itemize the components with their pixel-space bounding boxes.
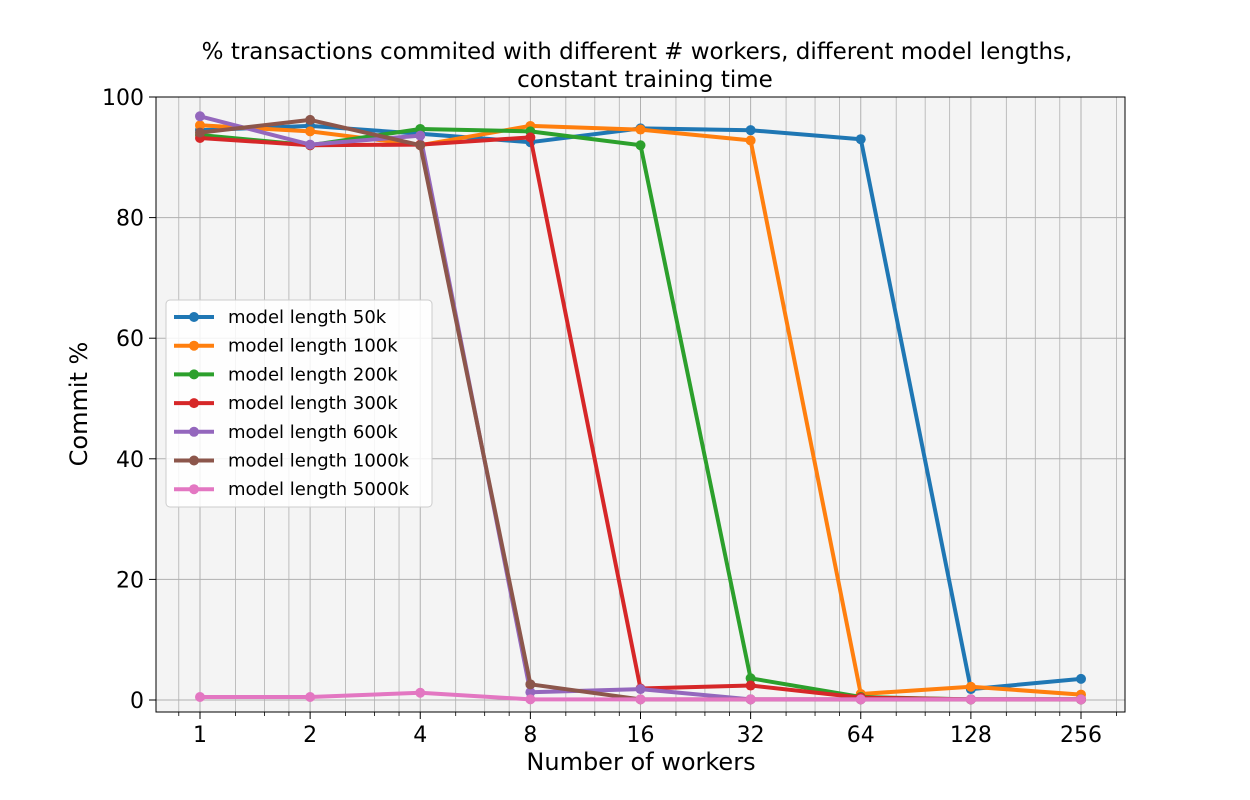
data-point <box>305 126 316 137</box>
legend-label: model length 600k <box>228 422 398 443</box>
y-tick-label: 60 <box>116 327 144 352</box>
data-point <box>415 130 426 141</box>
x-tick-label: 16 <box>627 723 655 748</box>
x-tick-label: 128 <box>950 723 992 748</box>
data-point <box>745 694 756 705</box>
data-point <box>855 134 866 145</box>
legend-label: model length 5000k <box>228 479 410 500</box>
x-tick-label: 1 <box>193 723 207 748</box>
data-point <box>745 135 756 146</box>
data-point <box>635 694 646 705</box>
y-tick-label: 40 <box>116 448 144 473</box>
legend-item: model length 600k <box>174 422 398 443</box>
series-layer <box>195 111 1086 705</box>
data-point <box>525 132 536 143</box>
y-tick-label: 80 <box>116 207 144 232</box>
x-axis: 1 2 4 8 16 32 64 128 256 <box>178 712 1117 748</box>
y-tick-label: 20 <box>116 568 144 593</box>
data-point <box>195 691 205 702</box>
data-point <box>745 673 756 684</box>
data-point <box>635 124 646 135</box>
data-point <box>965 694 976 705</box>
y-tick-label: 0 <box>130 689 144 714</box>
y-axis-label: Commit % <box>65 342 93 467</box>
data-point <box>745 680 756 691</box>
legend: model length 50k model length 100k model l… <box>165 299 433 508</box>
data-point <box>305 139 316 150</box>
y-axis: 0 20 40 60 80 100 <box>102 86 156 714</box>
chart-title-line1: % transactions commited with different #… <box>202 39 1073 65</box>
data-point <box>635 684 646 695</box>
data-point <box>965 681 976 692</box>
legend-item: model length 5000k <box>174 479 410 500</box>
legend-item: model length 50k <box>174 307 387 328</box>
x-axis-label: Number of workers <box>526 748 755 776</box>
data-point <box>635 140 646 151</box>
data-point <box>745 125 756 136</box>
data-point <box>1076 694 1086 705</box>
legend-swatch-marker <box>189 398 199 409</box>
x-tick-label: 4 <box>413 723 427 748</box>
legend-swatch-marker <box>189 455 199 466</box>
legend-swatch-marker <box>189 484 199 495</box>
legend-label: model length 300k <box>228 393 398 414</box>
data-point <box>525 679 536 690</box>
x-tick-label: 256 <box>1060 723 1102 748</box>
chart-title-line2: constant training time <box>517 67 773 93</box>
data-point <box>195 111 205 122</box>
legend-item: model length 200k <box>174 364 398 385</box>
legend-label: model length 1000k <box>228 451 410 472</box>
x-tick-label: 32 <box>737 723 765 748</box>
series-7 <box>195 687 1086 705</box>
legend-label: model length 100k <box>228 336 398 357</box>
data-point <box>525 694 536 705</box>
y-tick-label: 100 <box>102 86 144 111</box>
legend-swatch-marker <box>189 312 199 322</box>
data-point <box>195 127 205 138</box>
x-tick-label: 64 <box>847 723 875 748</box>
legend-label: model length 50k <box>228 307 387 328</box>
data-point <box>195 120 205 131</box>
legend-box <box>165 299 433 508</box>
legend-item: model length 300k <box>174 393 398 414</box>
legend-item: model length 1000k <box>174 451 410 472</box>
x-tick-label: 8 <box>523 723 537 748</box>
legend-swatch-marker <box>189 426 199 437</box>
data-point <box>305 691 316 702</box>
legend-swatch-marker <box>189 340 199 351</box>
data-point <box>305 114 316 125</box>
legend-swatch-marker <box>189 369 199 380</box>
legend-item: model length 100k <box>174 336 398 357</box>
data-point <box>415 140 426 151</box>
legend-label: model length 200k <box>228 364 398 385</box>
x-tick-label: 2 <box>303 723 317 748</box>
data-point <box>415 687 426 698</box>
data-point <box>855 694 866 705</box>
data-point <box>1076 673 1086 684</box>
data-point <box>525 687 536 698</box>
